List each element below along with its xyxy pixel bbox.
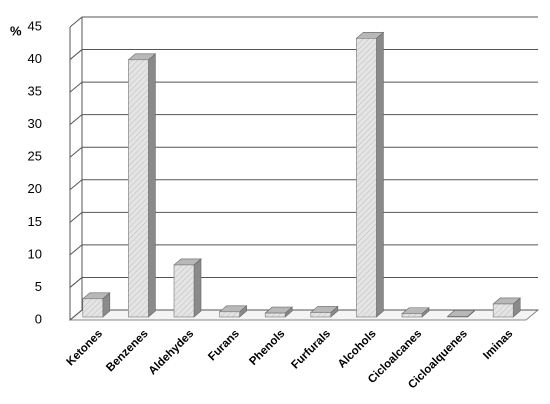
x-tick-label: Aldehydes (147, 328, 197, 378)
x-tick-label: Iminas (481, 328, 515, 362)
x-tick-label: Ketones (64, 328, 105, 369)
bar-front (492, 303, 514, 318)
y-tick-label: 30 (28, 116, 42, 131)
x-tick-label: Furfurals (289, 328, 333, 372)
bar (264, 306, 294, 318)
bar-front (356, 38, 377, 318)
bar (173, 258, 202, 318)
y-tick-label: 10 (28, 246, 42, 261)
bar (127, 53, 157, 318)
grid-line (69, 309, 83, 321)
bar-front (128, 59, 149, 318)
bar (492, 297, 522, 318)
y-tick-label: 5 (35, 279, 42, 294)
grid-line (69, 49, 83, 60)
y-tick-label: 25 (28, 149, 42, 164)
y-tick-label: 40 (28, 51, 42, 66)
bar (446, 309, 476, 318)
grid-line (69, 16, 83, 28)
y-tick-label: 15 (28, 214, 42, 229)
bar-side (148, 53, 156, 318)
bar-side (193, 258, 202, 318)
y-axis-label: % (10, 23, 22, 38)
bar (81, 292, 111, 318)
grid-line (69, 277, 83, 288)
x-tick-label: Furans (206, 328, 242, 364)
y-tick-label: 0 (35, 311, 42, 326)
y-tick-label: 45 (28, 18, 42, 33)
x-tick-label: Phenols (247, 328, 287, 368)
bar (401, 307, 430, 318)
bar-front (219, 311, 240, 318)
bar-front (173, 264, 195, 318)
bar-front (264, 312, 286, 318)
bar (218, 305, 248, 318)
grid-line (69, 81, 83, 93)
bar-front (447, 316, 468, 318)
grid-line (69, 114, 83, 126)
bar (355, 31, 385, 318)
grid-line (69, 244, 83, 256)
bar-front (401, 313, 423, 318)
bar-front (310, 312, 332, 318)
grid-line (69, 146, 83, 158)
bar-side (376, 31, 384, 318)
y-tick-label: 20 (28, 181, 42, 196)
bar-front (82, 298, 104, 318)
x-tick-label: Benzenes (104, 328, 150, 374)
y-tick-label: 35 (28, 84, 42, 99)
bar (309, 305, 339, 318)
x-tick-label: Alcohols (336, 328, 379, 371)
grid-line (69, 211, 83, 223)
grid-line (69, 179, 83, 191)
